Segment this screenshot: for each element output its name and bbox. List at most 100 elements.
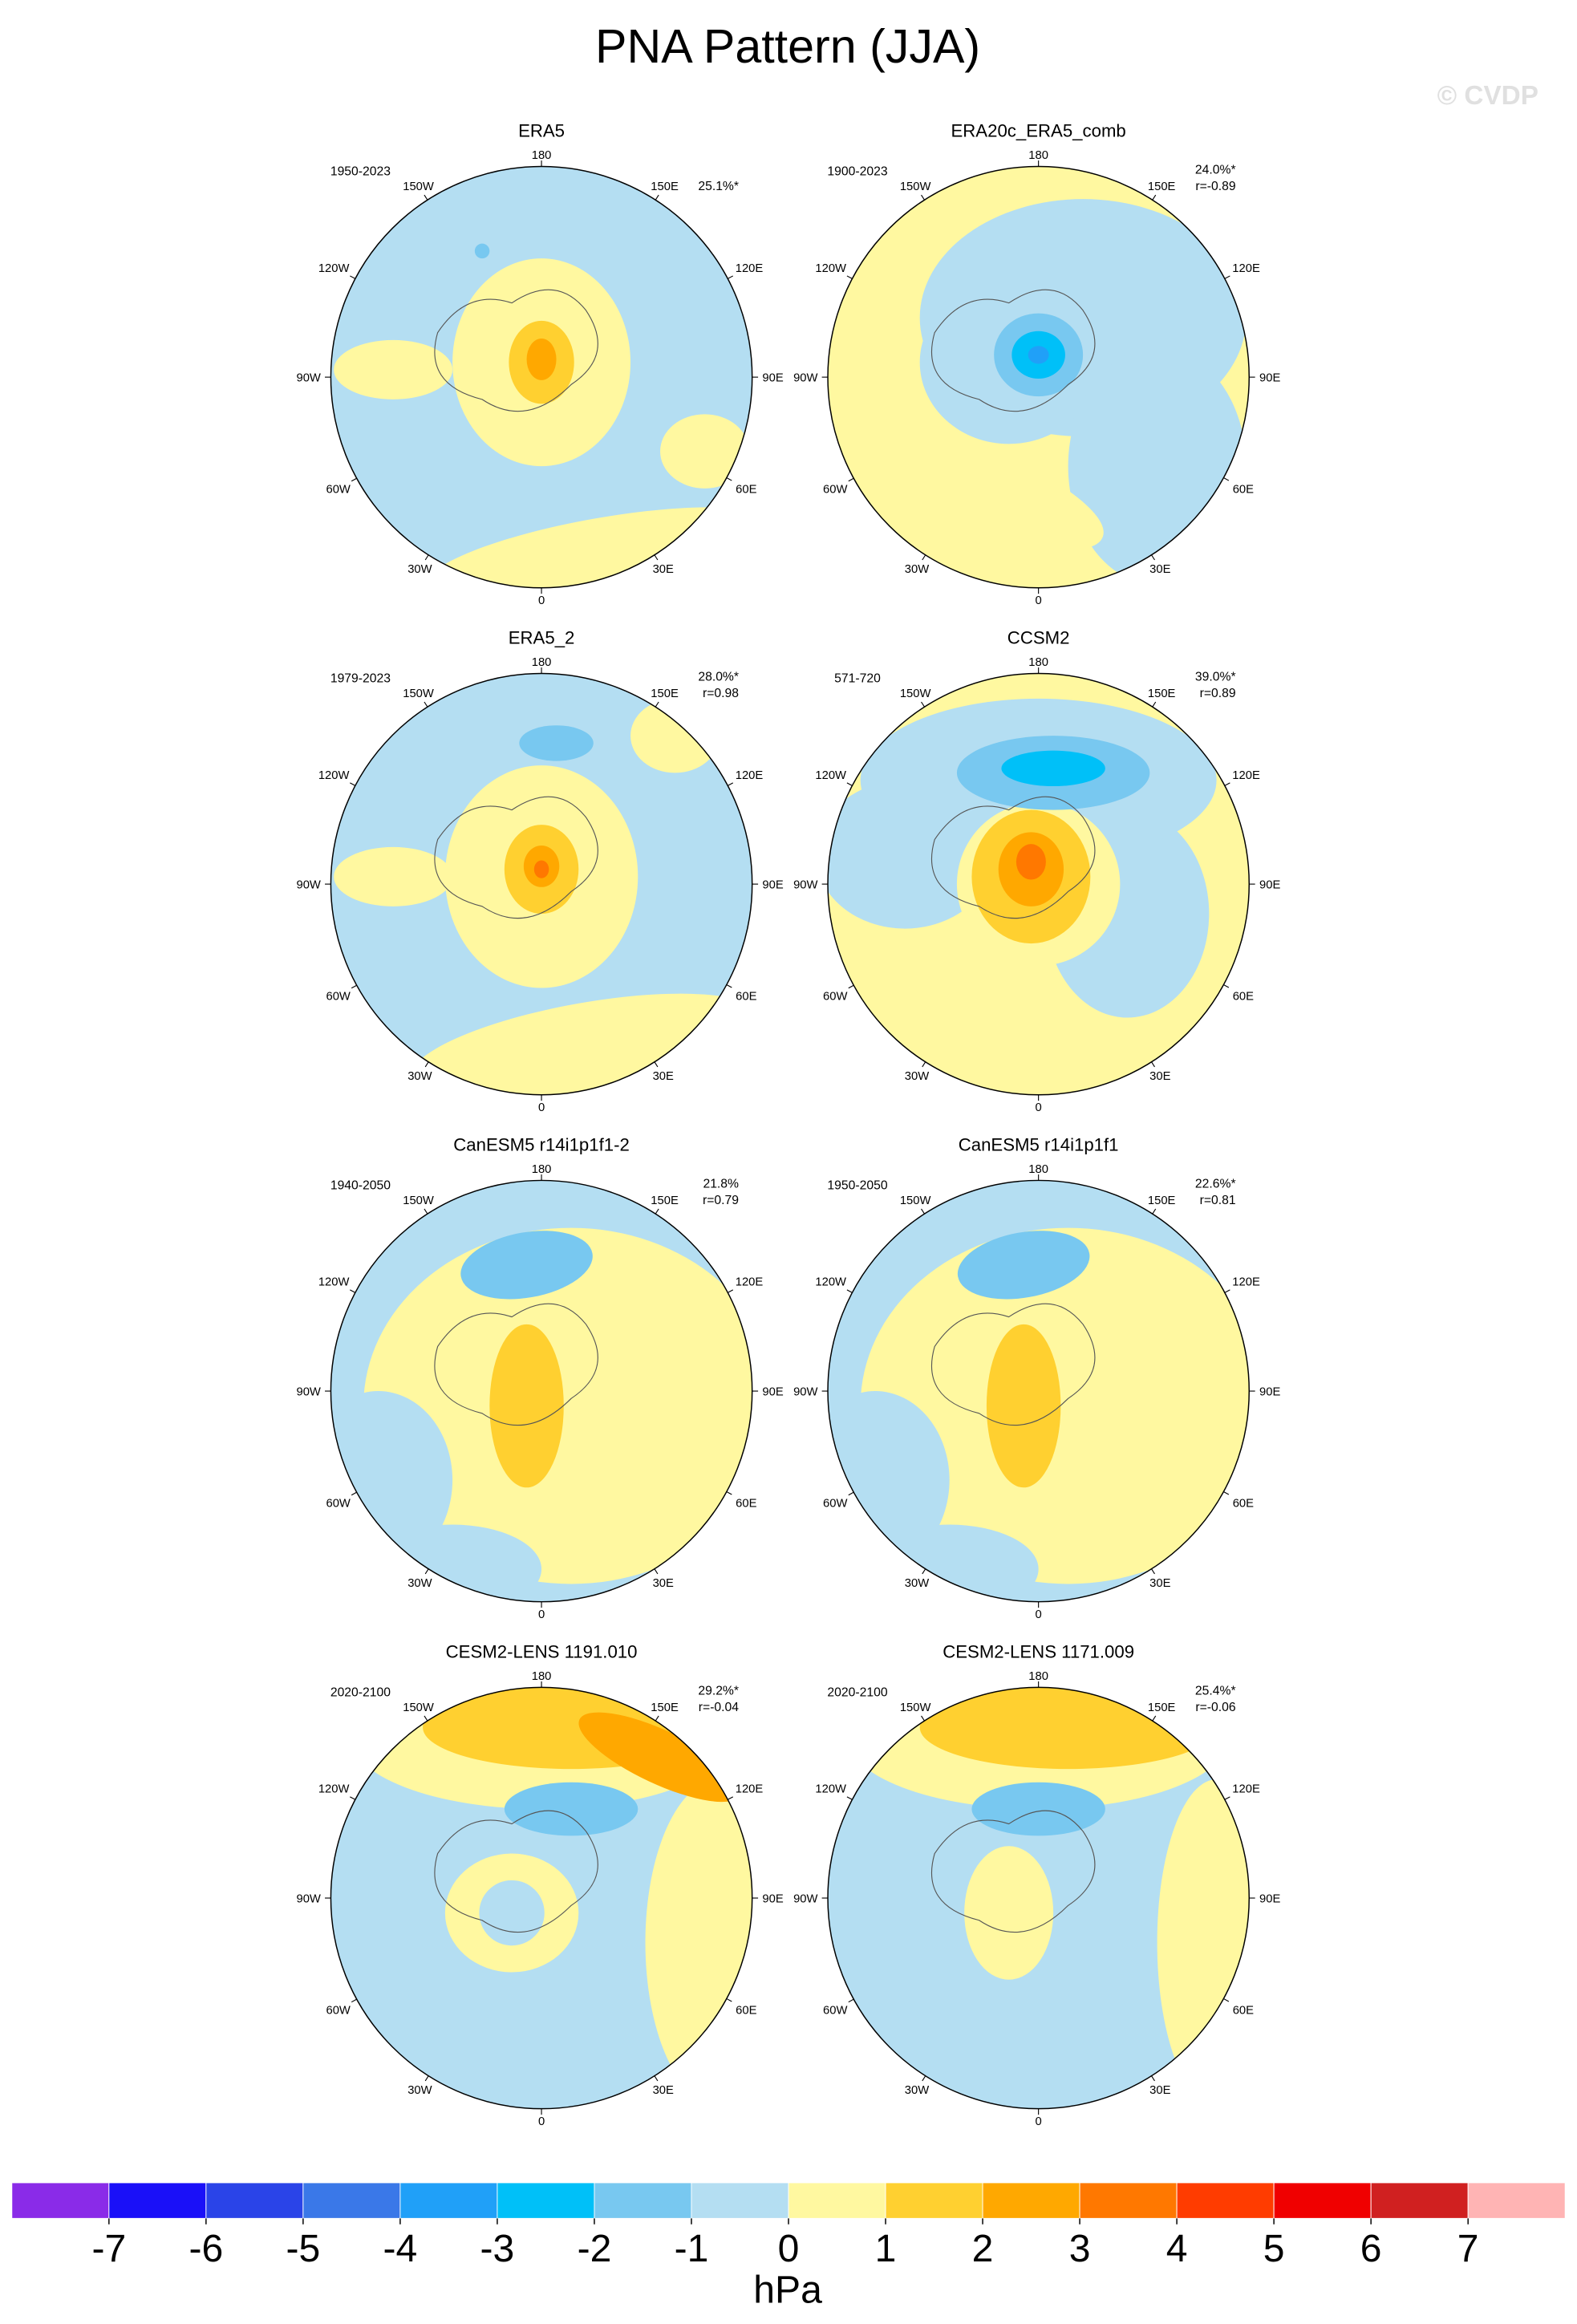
lon-tick [351, 1491, 357, 1496]
contour-region [630, 698, 720, 773]
r-label: r=0.81 [1200, 1194, 1236, 1207]
lon-label: 30W [905, 563, 929, 576]
lon-label: 150W [900, 1194, 931, 1207]
lon-tick [921, 1208, 926, 1215]
colorbar-tick-label: -6 [189, 2227, 223, 2270]
map-field [828, 166, 1250, 588]
colorbar-box [1079, 2182, 1178, 2219]
lon-label: 150E [651, 180, 679, 193]
lon-label: 60W [823, 1497, 847, 1510]
lon-tick [1224, 1796, 1230, 1800]
colorbar-tick-label: 7 [1457, 2227, 1479, 2270]
lon-label: 30E [1149, 563, 1170, 576]
lon-tick [726, 984, 732, 988]
lon-tick [1151, 1061, 1155, 1068]
period-label: 1940-2050 [330, 1179, 391, 1193]
lon-tick [424, 1568, 429, 1575]
lon-tick [424, 1061, 429, 1068]
lon-label: 60W [823, 990, 847, 1003]
lon-tick [655, 1715, 659, 1722]
colorbar-box [302, 2182, 401, 2219]
lon-tick [1152, 194, 1157, 201]
lon-label: 0 [1036, 1101, 1042, 1114]
contour-region [474, 243, 490, 259]
coastline [931, 1810, 1096, 1933]
lon-label: 120W [318, 769, 350, 782]
lon-tick [727, 1289, 734, 1293]
map-panel: 180 150E 120E 90E 60E 30E 0 30W 60W 90W 120W 150W CE… [296, 1641, 783, 2128]
lon-label: 30E [653, 2084, 674, 2097]
lon-tick [655, 1208, 659, 1215]
pct-label: 22.6%* [1195, 1178, 1236, 1191]
lon-label: 30W [905, 1070, 929, 1083]
lon-label: 60W [823, 2004, 847, 2017]
lon-tick [1224, 1289, 1230, 1293]
map-panel: 180 150E 120E 90E 60E 30E 0 30W 60W 90W 120W 150W ER… [296, 627, 783, 1114]
lon-tick [846, 1796, 853, 1800]
contour-region [828, 411, 1104, 551]
lon-label: 90W [296, 879, 320, 892]
period-label: 2020-2100 [330, 1685, 391, 1699]
lon-label: 60E [1233, 990, 1254, 1003]
lon-label: 90W [793, 1386, 817, 1399]
lon-tick [727, 275, 734, 279]
contour-region [971, 1782, 1105, 1836]
lon-label: 120E [736, 1276, 764, 1289]
pct-label: 28.0%* [698, 671, 739, 684]
colorbar-box [1467, 2182, 1566, 2219]
lon-label: 60W [823, 483, 847, 496]
lon-tick [1152, 1208, 1157, 1215]
lon-label: 30E [1149, 2084, 1170, 2097]
lon-label: 60E [736, 1497, 756, 1510]
lon-label: 150W [403, 687, 434, 700]
contour-region [489, 1324, 564, 1488]
map-panel: 180 150E 120E 90E 60E 30E 0 30W 60W 90W 120W 150W ER… [793, 121, 1280, 608]
colorbar-tick-label: -4 [383, 2227, 418, 2270]
lon-tick [1151, 554, 1155, 561]
lon-label: 180 [1028, 149, 1048, 162]
lon-label: 120E [1232, 769, 1260, 782]
lon-label: 0 [538, 1608, 545, 1621]
lon-tick [846, 1289, 853, 1293]
lon-label: 120W [815, 1276, 846, 1289]
coastline [931, 289, 1096, 412]
lon-label: 30W [905, 1577, 929, 1590]
lon-tick [848, 984, 854, 989]
lon-tick [1151, 2075, 1155, 2082]
lon-label: 60E [1233, 483, 1254, 496]
coastline [434, 796, 598, 919]
panel-title: ERA20c_ERA5_comb [951, 121, 1125, 141]
contour-region [334, 846, 453, 906]
contour-region [479, 1880, 545, 1946]
lon-label: 90W [793, 1893, 817, 1906]
lon-tick [350, 782, 356, 786]
lon-label: 150W [403, 1701, 434, 1714]
lon-label: 180 [532, 656, 552, 669]
colorbar-box [788, 2182, 886, 2219]
lon-tick [1223, 477, 1230, 481]
lon-tick [848, 477, 854, 482]
lon-label: 60W [326, 2004, 350, 2017]
period-label: 1950-2050 [827, 1179, 887, 1193]
colorbar-box [399, 2182, 498, 2219]
r-label: r=0.98 [703, 687, 739, 700]
lon-label: 120W [318, 1783, 350, 1796]
coastline [434, 1303, 598, 1426]
lon-label: 90W [296, 372, 320, 385]
lon-label: 90E [1259, 1893, 1280, 1906]
lon-tick [351, 984, 357, 989]
lon-label: 120W [815, 769, 846, 782]
lon-tick [922, 1568, 926, 1575]
colorbar-tick-label: -2 [578, 2227, 612, 2270]
coastline [434, 289, 598, 412]
contour-region [1068, 347, 1247, 586]
lon-label: 120E [736, 769, 764, 782]
lon-tick [654, 1568, 659, 1575]
colorbar-box [691, 2182, 789, 2219]
lon-label: 150W [900, 687, 931, 700]
lon-tick [655, 701, 659, 708]
lon-tick [848, 1998, 854, 2003]
colorbar-box [11, 2182, 110, 2219]
lon-label: 90W [296, 1386, 320, 1399]
